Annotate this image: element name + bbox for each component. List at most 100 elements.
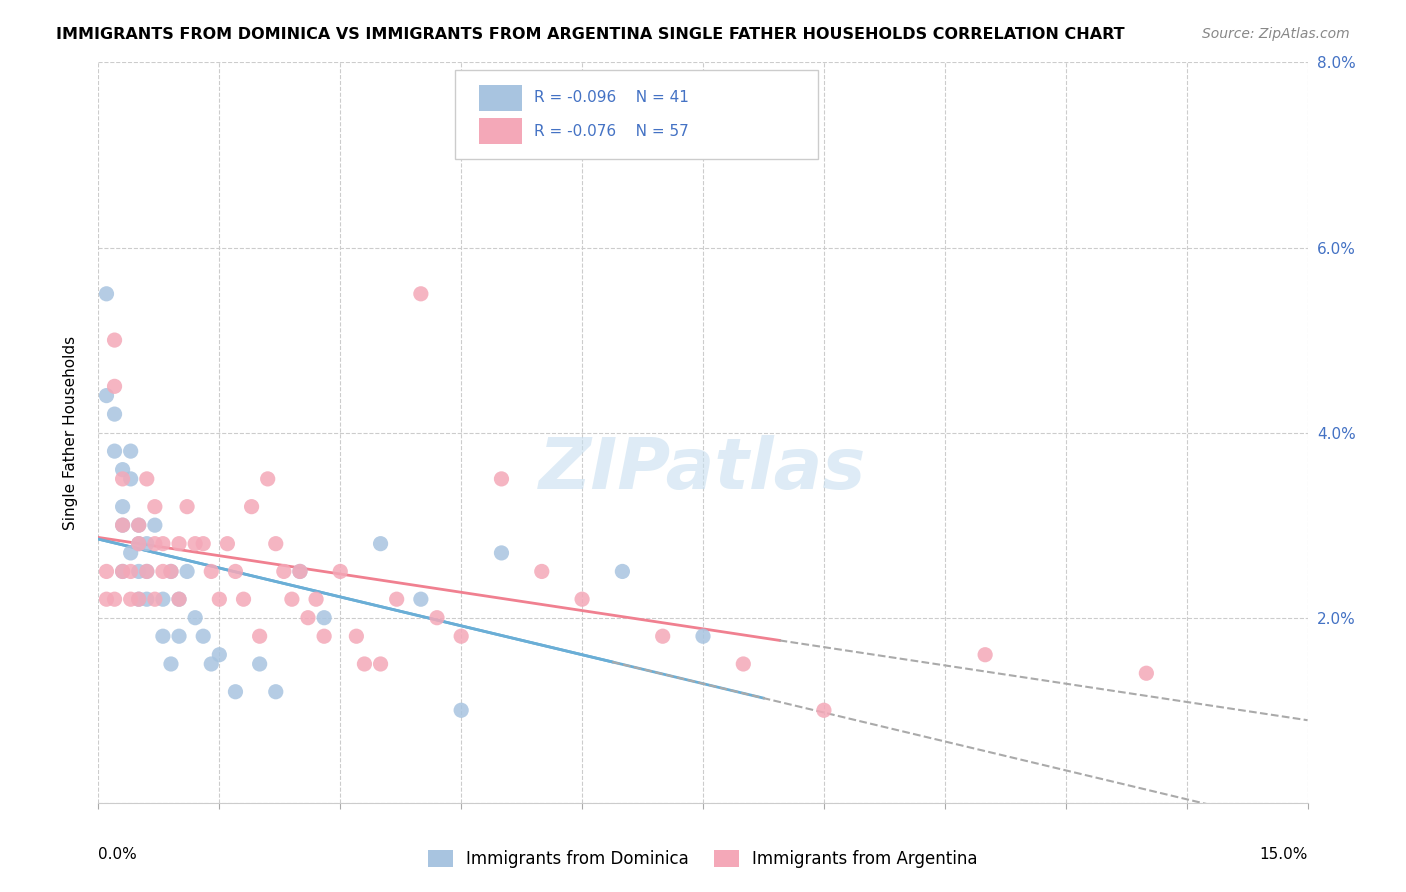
Immigrants from Argentina — [491, 472, 513, 486]
Immigrants from Dominica — [96, 286, 118, 301]
Text: R = -0.076    N = 57: R = -0.076 N = 57 — [534, 124, 689, 139]
Immigrants from Dominica — [288, 565, 311, 579]
Text: Source: ZipAtlas.com: Source: ZipAtlas.com — [1202, 27, 1350, 41]
Immigrants from Argentina — [224, 565, 246, 579]
Immigrants from Argentina — [249, 629, 271, 643]
Legend: Immigrants from Dominica, Immigrants from Argentina: Immigrants from Dominica, Immigrants fro… — [422, 843, 984, 875]
Immigrants from Argentina — [152, 536, 174, 550]
Immigrants from Argentina — [143, 536, 166, 550]
Immigrants from Dominica — [128, 565, 150, 579]
Immigrants from Argentina — [651, 629, 673, 643]
Immigrants from Argentina — [176, 500, 198, 514]
Text: IMMIGRANTS FROM DOMINICA VS IMMIGRANTS FROM ARGENTINA SINGLE FATHER HOUSEHOLDS C: IMMIGRANTS FROM DOMINICA VS IMMIGRANTS F… — [56, 27, 1125, 42]
Immigrants from Dominica — [152, 629, 174, 643]
Immigrants from Dominica — [120, 546, 142, 560]
Immigrants from Dominica — [135, 592, 157, 607]
Immigrants from Argentina — [353, 657, 375, 671]
Immigrants from Argentina — [111, 472, 134, 486]
Immigrants from Dominica — [200, 657, 222, 671]
Immigrants from Argentina — [135, 565, 157, 579]
Immigrants from Argentina — [385, 592, 408, 607]
Immigrants from Argentina — [143, 500, 166, 514]
Immigrants from Argentina — [96, 592, 118, 607]
Immigrants from Argentina — [288, 565, 311, 579]
Immigrants from Argentina — [143, 592, 166, 607]
Immigrants from Argentina — [208, 592, 231, 607]
Immigrants from Dominica — [612, 565, 634, 579]
Immigrants from Argentina — [409, 286, 432, 301]
Immigrants from Argentina — [344, 629, 367, 643]
Immigrants from Dominica — [120, 444, 142, 458]
Immigrants from Argentina — [232, 592, 254, 607]
Immigrants from Argentina — [974, 648, 997, 662]
Immigrants from Argentina — [120, 592, 142, 607]
Immigrants from Dominica — [111, 518, 134, 533]
Immigrants from Dominica — [128, 536, 150, 550]
Immigrants from Argentina — [530, 565, 553, 579]
Immigrants from Dominica — [120, 472, 142, 486]
Immigrants from Argentina — [103, 379, 125, 393]
Immigrants from Argentina — [167, 592, 190, 607]
Immigrants from Dominica — [184, 610, 207, 624]
Immigrants from Dominica — [111, 462, 134, 476]
Immigrants from Dominica — [160, 657, 183, 671]
Immigrants from Argentina — [128, 592, 150, 607]
Immigrants from Argentina — [120, 565, 142, 579]
Immigrants from Argentina — [128, 518, 150, 533]
Immigrants from Argentina — [273, 565, 295, 579]
Immigrants from Argentina — [217, 536, 239, 550]
Immigrants from Argentina — [733, 657, 755, 671]
Immigrants from Dominica — [167, 629, 190, 643]
Immigrants from Dominica — [491, 546, 513, 560]
Bar — [479, 85, 522, 111]
Immigrants from Dominica — [111, 500, 134, 514]
Text: 0.0%: 0.0% — [98, 847, 138, 863]
Immigrants from Dominica — [176, 565, 198, 579]
Immigrants from Dominica — [160, 565, 183, 579]
Y-axis label: Single Father Households: Single Father Households — [63, 335, 77, 530]
Immigrants from Dominica — [128, 592, 150, 607]
Immigrants from Argentina — [314, 629, 336, 643]
Immigrants from Argentina — [305, 592, 328, 607]
Immigrants from Dominica — [249, 657, 271, 671]
Immigrants from Dominica — [264, 685, 287, 699]
Immigrants from Dominica — [135, 565, 157, 579]
Immigrants from Dominica — [692, 629, 714, 643]
Immigrants from Dominica — [224, 685, 246, 699]
Immigrants from Argentina — [329, 565, 352, 579]
Immigrants from Argentina — [128, 536, 150, 550]
Immigrants from Dominica — [128, 518, 150, 533]
Immigrants from Dominica — [167, 592, 190, 607]
Immigrants from Dominica — [152, 592, 174, 607]
Immigrants from Dominica — [96, 389, 118, 403]
Text: 15.0%: 15.0% — [1260, 847, 1308, 863]
Immigrants from Dominica — [111, 565, 134, 579]
Immigrants from Argentina — [96, 565, 118, 579]
Immigrants from Dominica — [103, 407, 125, 421]
Immigrants from Argentina — [370, 657, 392, 671]
Immigrants from Dominica — [314, 610, 336, 624]
Immigrants from Argentina — [184, 536, 207, 550]
Bar — [479, 118, 522, 144]
Immigrants from Dominica — [135, 536, 157, 550]
Immigrants from Argentina — [111, 565, 134, 579]
Immigrants from Dominica — [208, 648, 231, 662]
Immigrants from Argentina — [160, 565, 183, 579]
Immigrants from Dominica — [450, 703, 472, 717]
Immigrants from Argentina — [281, 592, 304, 607]
Immigrants from Dominica — [143, 518, 166, 533]
Text: R = -0.096    N = 41: R = -0.096 N = 41 — [534, 90, 689, 105]
Immigrants from Argentina — [152, 565, 174, 579]
Immigrants from Argentina — [450, 629, 472, 643]
Immigrants from Argentina — [240, 500, 263, 514]
Immigrants from Argentina — [571, 592, 593, 607]
Immigrants from Argentina — [1135, 666, 1157, 681]
Text: ZIPatlas: ZIPatlas — [540, 435, 866, 504]
Immigrants from Argentina — [135, 472, 157, 486]
Immigrants from Argentina — [103, 333, 125, 347]
Immigrants from Argentina — [167, 536, 190, 550]
Immigrants from Argentina — [256, 472, 278, 486]
Immigrants from Argentina — [200, 565, 222, 579]
Immigrants from Argentina — [297, 610, 319, 624]
Immigrants from Argentina — [426, 610, 449, 624]
